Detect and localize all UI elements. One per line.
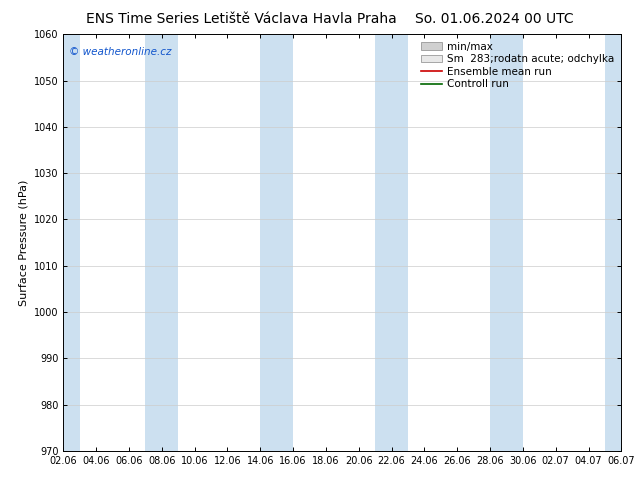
Bar [375,34,408,451]
Bar [47,34,80,451]
Legend: min/max, Sm  283;rodatn acute; odchylka, Ensemble mean run, Controll run: min/max, Sm 283;rodatn acute; odchylka, … [418,40,616,92]
Text: ENS Time Series Letiště Václava Havla Praha: ENS Time Series Letiště Václava Havla Pr… [86,12,396,26]
Y-axis label: Surface Pressure (hPa): Surface Pressure (hPa) [18,179,29,306]
Text: So. 01.06.2024 00 UTC: So. 01.06.2024 00 UTC [415,12,574,26]
Bar [261,34,293,451]
Bar [605,34,634,451]
Text: © weatheronline.cz: © weatheronline.cz [69,47,171,57]
Bar [490,34,523,451]
Bar [145,34,178,451]
